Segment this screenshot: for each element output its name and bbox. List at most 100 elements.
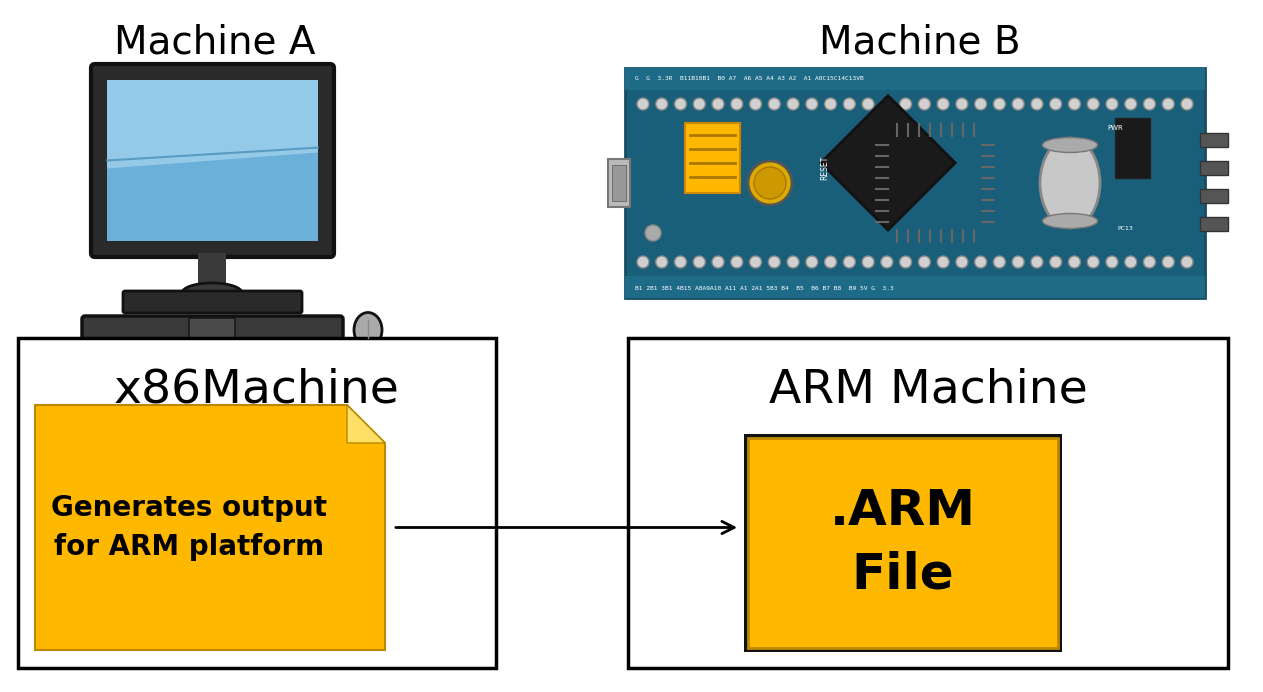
Bar (821, 95, 955, 230)
Bar (748, 438, 1058, 648)
Circle shape (645, 225, 661, 241)
Circle shape (863, 98, 874, 110)
Circle shape (844, 98, 855, 110)
Circle shape (975, 98, 986, 110)
Circle shape (806, 256, 818, 268)
Circle shape (748, 161, 792, 205)
Circle shape (674, 98, 687, 110)
Circle shape (1087, 98, 1099, 110)
Circle shape (1031, 98, 1043, 110)
Circle shape (825, 256, 836, 268)
Circle shape (712, 256, 724, 268)
Circle shape (956, 98, 967, 110)
Circle shape (749, 256, 762, 268)
Polygon shape (35, 405, 385, 650)
Circle shape (1012, 256, 1024, 268)
Polygon shape (347, 405, 385, 443)
FancyBboxPatch shape (123, 291, 302, 313)
Ellipse shape (1039, 138, 1100, 228)
Circle shape (825, 98, 836, 110)
Circle shape (637, 256, 649, 268)
Circle shape (1050, 98, 1062, 110)
Text: PC13: PC13 (1116, 226, 1133, 230)
Circle shape (880, 98, 893, 110)
Circle shape (655, 98, 668, 110)
Circle shape (994, 98, 1005, 110)
Circle shape (693, 256, 705, 268)
Circle shape (731, 256, 743, 268)
Circle shape (937, 256, 949, 268)
Bar (198, 253, 226, 285)
Text: PWR: PWR (1108, 125, 1123, 131)
Text: G  G  3.3R  B11B10B1  B0 A7  A6 A5 A4 A3 A2  A1 A0C15C14C13VB: G G 3.3R B11B10B1 B0 A7 A6 A5 A4 A3 A2 A… (635, 75, 864, 80)
Circle shape (655, 256, 668, 268)
Bar (1200, 161, 1228, 175)
Ellipse shape (354, 313, 381, 347)
Circle shape (1050, 256, 1062, 268)
Bar (613, 165, 626, 201)
FancyBboxPatch shape (91, 64, 333, 257)
Text: Generates output
for ARM platform: Generates output for ARM platform (51, 494, 327, 561)
Circle shape (1106, 98, 1118, 110)
Circle shape (1068, 98, 1080, 110)
Circle shape (975, 256, 986, 268)
Circle shape (674, 256, 687, 268)
Bar (107, 80, 318, 241)
Circle shape (749, 98, 762, 110)
FancyBboxPatch shape (608, 159, 630, 207)
Circle shape (712, 98, 724, 110)
Circle shape (1143, 98, 1156, 110)
Circle shape (1181, 98, 1194, 110)
Circle shape (899, 98, 912, 110)
Circle shape (637, 98, 649, 110)
Circle shape (1125, 98, 1137, 110)
Bar (625, 68, 1205, 298)
Circle shape (754, 167, 786, 199)
Text: ARM Machine: ARM Machine (769, 367, 1087, 412)
Circle shape (937, 98, 949, 110)
Text: RESET: RESET (821, 156, 830, 180)
Circle shape (1012, 98, 1024, 110)
Circle shape (768, 256, 781, 268)
Circle shape (918, 256, 931, 268)
Bar (18, 338, 496, 668)
FancyBboxPatch shape (82, 316, 344, 344)
Bar (625, 68, 1205, 90)
Text: x86Machine: x86Machine (114, 367, 400, 412)
Bar (625, 276, 1205, 298)
Circle shape (1162, 256, 1175, 268)
Bar (628, 338, 1228, 668)
Text: B1 2B1 3B1 4B15 A8A9A10 A11 A1 2A1 5B3 B4  B5  B6 B7 B8  B9 5V G  3.3: B1 2B1 3B1 4B15 A8A9A10 A11 A1 2A1 5B3 B… (635, 286, 894, 291)
Text: Machine A: Machine A (114, 23, 316, 61)
Circle shape (1143, 256, 1156, 268)
Circle shape (1087, 256, 1099, 268)
Text: .ARM
File: .ARM File (830, 487, 976, 599)
Circle shape (787, 256, 799, 268)
Bar (1200, 217, 1228, 231)
Text: Machine B: Machine B (820, 23, 1021, 61)
Circle shape (863, 256, 874, 268)
Circle shape (899, 256, 912, 268)
Circle shape (880, 256, 893, 268)
Ellipse shape (1042, 138, 1098, 152)
Circle shape (731, 98, 743, 110)
Circle shape (918, 98, 931, 110)
Circle shape (1162, 98, 1175, 110)
Circle shape (693, 98, 705, 110)
Bar (1200, 189, 1228, 203)
FancyBboxPatch shape (189, 318, 235, 340)
Bar (744, 434, 1062, 652)
Circle shape (787, 98, 799, 110)
Circle shape (1125, 256, 1137, 268)
Circle shape (1068, 256, 1080, 268)
Circle shape (1106, 256, 1118, 268)
Circle shape (844, 256, 855, 268)
Circle shape (1181, 256, 1194, 268)
Ellipse shape (1042, 214, 1098, 228)
Polygon shape (107, 80, 318, 169)
FancyBboxPatch shape (685, 123, 740, 193)
Circle shape (806, 98, 818, 110)
Circle shape (1031, 256, 1043, 268)
Circle shape (994, 256, 1005, 268)
Circle shape (956, 256, 967, 268)
